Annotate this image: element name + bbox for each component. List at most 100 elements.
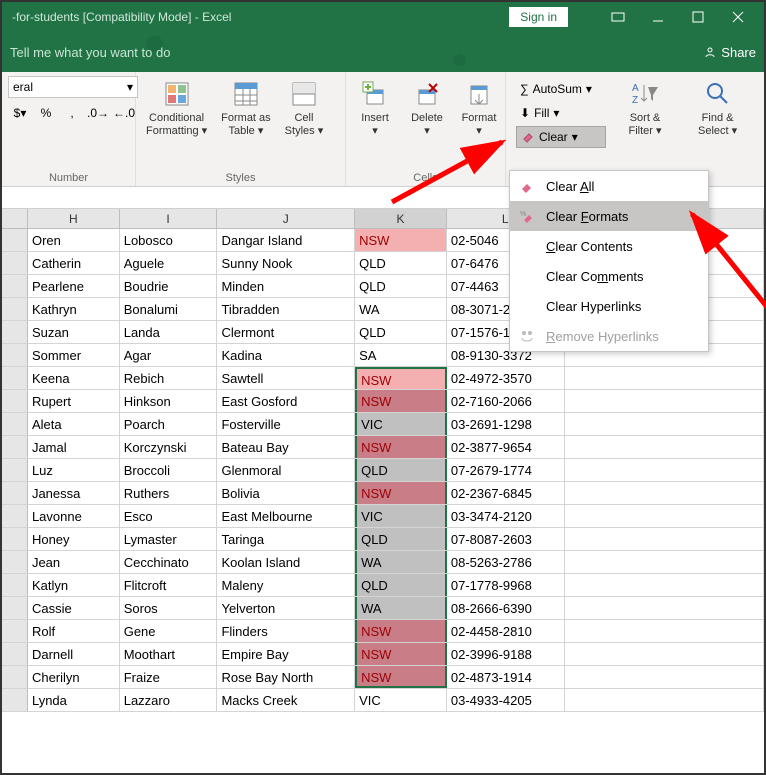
number-format-combo[interactable]: eral ▾ — [8, 76, 138, 98]
cell[interactable]: Dangar Island — [217, 229, 355, 251]
cell[interactable] — [565, 436, 764, 458]
cell[interactable] — [565, 597, 764, 619]
cell[interactable]: 03-4933-4205 — [447, 689, 565, 711]
cell[interactable]: Jean — [28, 551, 120, 573]
cell[interactable]: East Gosford — [217, 390, 355, 412]
maximize-icon[interactable] — [678, 3, 718, 31]
cell[interactable]: Darnell — [28, 643, 120, 665]
cell[interactable]: Bonalumi — [120, 298, 218, 320]
fill-button[interactable]: ⬇ Fill ▾ — [516, 102, 606, 124]
cell[interactable]: Bateau Bay — [217, 436, 355, 458]
cell[interactable]: WA — [355, 298, 447, 320]
cell[interactable]: 07-2679-1774 — [447, 459, 565, 481]
close-icon[interactable] — [718, 3, 758, 31]
cell[interactable]: Tibradden — [217, 298, 355, 320]
cell[interactable]: Boudrie — [120, 275, 218, 297]
cell[interactable] — [565, 666, 764, 688]
cell[interactable]: NSW — [355, 367, 447, 389]
cell[interactable]: 02-3996-9188 — [447, 643, 565, 665]
cell[interactable]: Empire Bay — [217, 643, 355, 665]
cell[interactable]: WA — [355, 551, 447, 573]
cell[interactable]: Koolan Island — [217, 551, 355, 573]
cell[interactable]: Rose Bay North — [217, 666, 355, 688]
cell[interactable]: NSW — [355, 643, 447, 665]
cell[interactable]: Rolf — [28, 620, 120, 642]
row-header[interactable] — [2, 689, 28, 711]
cell[interactable]: 02-4873-1914 — [447, 666, 565, 688]
cell[interactable]: Sommer — [28, 344, 120, 366]
cell[interactable] — [565, 528, 764, 550]
cell[interactable] — [565, 689, 764, 711]
delete-button[interactable]: Delete▾ — [404, 76, 450, 140]
cell[interactable]: Lynda — [28, 689, 120, 711]
cell[interactable]: Katlyn — [28, 574, 120, 596]
col-header[interactable]: J — [217, 209, 355, 228]
cell[interactable]: 02-3877-9654 — [447, 436, 565, 458]
cell[interactable]: Flinders — [217, 620, 355, 642]
cell[interactable]: Gene — [120, 620, 218, 642]
cell[interactable]: 08-5263-2786 — [447, 551, 565, 573]
cell[interactable] — [565, 390, 764, 412]
cell[interactable]: QLD — [355, 252, 447, 274]
cell[interactable]: NSW — [355, 620, 447, 642]
clear-menu-item[interactable]: Clear Hyperlinks — [510, 291, 708, 321]
cell[interactable] — [565, 505, 764, 527]
cell[interactable]: Cassie — [28, 597, 120, 619]
row-header[interactable] — [2, 298, 28, 320]
cell[interactable]: 02-4458-2810 — [447, 620, 565, 642]
cell[interactable] — [565, 574, 764, 596]
row-header[interactable] — [2, 528, 28, 550]
cell[interactable]: 02-4972-3570 — [447, 367, 565, 389]
conditional-formatting-button[interactable]: ConditionalFormatting ▾ — [142, 76, 211, 140]
clear-menu-item[interactable]: %Clear Formats — [510, 201, 708, 231]
cell[interactable]: Aleta — [28, 413, 120, 435]
cell[interactable]: Fraize — [120, 666, 218, 688]
cell[interactable]: Maleny — [217, 574, 355, 596]
cell[interactable]: NSW — [355, 390, 447, 412]
cell[interactable]: Suzan — [28, 321, 120, 343]
clear-menu-item[interactable]: Clear All — [510, 171, 708, 201]
cell[interactable] — [565, 459, 764, 481]
clear-menu-item[interactable]: Clear Contents — [510, 231, 708, 261]
row-header[interactable] — [2, 620, 28, 642]
row-header[interactable] — [2, 643, 28, 665]
row-header[interactable] — [2, 505, 28, 527]
cell[interactable]: NSW — [355, 229, 447, 251]
cell[interactable]: QLD — [355, 574, 447, 596]
minimize-icon[interactable] — [638, 3, 678, 31]
sort-filter-button[interactable]: AZ Sort &Filter ▾ — [622, 76, 668, 140]
row-header[interactable] — [2, 367, 28, 389]
cell[interactable]: Landa — [120, 321, 218, 343]
row-header[interactable] — [2, 436, 28, 458]
cell[interactable] — [565, 482, 764, 504]
signin-button[interactable]: Sign in — [509, 7, 568, 27]
percent-button[interactable]: % — [34, 102, 58, 124]
format-button[interactable]: Format▾ — [456, 76, 502, 140]
cell[interactable]: QLD — [355, 528, 447, 550]
cell[interactable]: Poarch — [120, 413, 218, 435]
cell[interactable] — [565, 620, 764, 642]
cell[interactable] — [565, 643, 764, 665]
cell[interactable]: Sawtell — [217, 367, 355, 389]
tellme-text[interactable]: Tell me what you want to do — [10, 45, 170, 60]
format-as-table-button[interactable]: Format asTable ▾ — [217, 76, 275, 140]
cell[interactable]: Keena — [28, 367, 120, 389]
cell[interactable]: SA — [355, 344, 447, 366]
cell[interactable]: 03-2691-1298 — [447, 413, 565, 435]
cell[interactable]: WA — [355, 597, 447, 619]
cell[interactable]: VIC — [355, 689, 447, 711]
cell[interactable]: Catherin — [28, 252, 120, 274]
col-header[interactable]: H — [28, 209, 120, 228]
cell[interactable]: 07-8087-2603 — [447, 528, 565, 550]
cell[interactable]: Soros — [120, 597, 218, 619]
clear-button[interactable]: Clear ▾ — [516, 126, 606, 148]
row-header[interactable] — [2, 482, 28, 504]
cell[interactable]: Lobosco — [120, 229, 218, 251]
cell[interactable]: Hinkson — [120, 390, 218, 412]
cell[interactable]: Flitcroft — [120, 574, 218, 596]
cell[interactable]: Lazzaro — [120, 689, 218, 711]
cell[interactable]: Fosterville — [217, 413, 355, 435]
cell[interactable]: Glenmoral — [217, 459, 355, 481]
cell[interactable]: NSW — [355, 666, 447, 688]
cell[interactable]: QLD — [355, 275, 447, 297]
